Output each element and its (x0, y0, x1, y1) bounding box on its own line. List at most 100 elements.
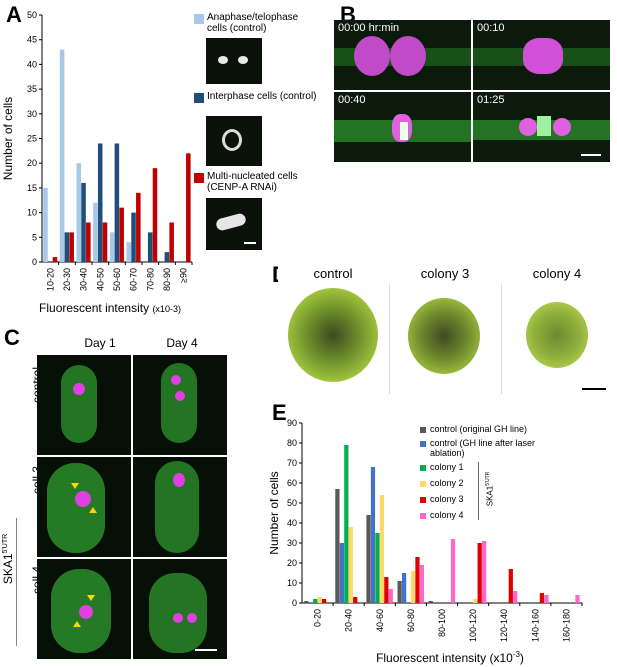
legend-a-swatch-3 (194, 173, 204, 183)
legend-a-label-1: Anaphase/telophase cells (control) (207, 12, 299, 34)
legend-e-swatch-3 (420, 465, 426, 471)
e-bar (397, 581, 402, 603)
a-y-axis-label: Number of cells (1, 97, 15, 180)
e-y-tick-label: 30 (287, 538, 297, 548)
legend-e-label-3: colony 1 (430, 462, 464, 472)
e-bar (388, 589, 393, 603)
a-bar (97, 143, 103, 262)
legend-e-label-5: colony 3 (430, 494, 464, 504)
a-y-tick-label: 10 (27, 208, 37, 218)
a-x-tick-label: 40-50 (95, 268, 105, 291)
panel-d-colonies: control colony 3 colony 4 (278, 266, 610, 396)
timestamp-3: 00:40 (338, 94, 366, 106)
image-cell4-day1 (37, 559, 131, 659)
timelapse-frame-1: 00:00 hr:min (334, 20, 471, 90)
scale-bar-b (581, 154, 601, 156)
legend-e-swatch-1 (420, 427, 426, 433)
e-bar (317, 597, 322, 603)
a-bar (43, 187, 48, 262)
legend-e-swatch-5 (420, 497, 426, 503)
a-y-tick-label: 15 (27, 183, 37, 193)
e-y-tick-label: 20 (287, 558, 297, 568)
chart-e: 0 10 20 30 40 50 60 70 80 90 0-20 20-40 40-60 60-80 80… (270, 418, 583, 665)
a-y-tick-label: 35 (27, 84, 37, 94)
a-x-tick-label: 70-80 (145, 268, 155, 291)
e-bar (575, 595, 580, 603)
legend-a-label-3: Multi-nucleated cells (CENP-A RNAi) (207, 171, 298, 193)
e-x-tick-label: 60-80 (406, 609, 416, 632)
e-bar (450, 539, 456, 603)
a-bar (114, 143, 120, 262)
legend-e-bracket-label: SKA15'UTR (485, 471, 495, 507)
chart-a: 0 5 10 15 20 25 30 35 40 45 50 10-20 20-30 30-40 40-50… (1, 10, 193, 315)
e-bar (313, 599, 318, 603)
e-bar (410, 571, 416, 603)
e-bar (370, 467, 376, 603)
a-x-tick-label: 80-90 (162, 268, 172, 291)
timestamp-1: 00:00 hr:min (338, 22, 400, 34)
timelapse-frame-4: 01:25 (473, 92, 610, 162)
a-bar (109, 232, 115, 262)
e-bar (415, 557, 420, 603)
a-y-tick-label: 30 (27, 109, 37, 119)
e-x-tick-label: 0-20 (313, 609, 323, 627)
e-bar (375, 533, 380, 603)
a-x-tick-label: 20-30 (62, 268, 72, 291)
a-bar (136, 192, 141, 262)
e-x-axis-label: Fluorescent intensity (x10-3) (376, 650, 524, 665)
timelapse-frame-3: 00:40 (334, 92, 471, 162)
legend-e-bracket (478, 462, 479, 520)
e-bar (348, 527, 353, 603)
colony-control (288, 288, 378, 382)
a-x-tick-label: 30-40 (79, 268, 89, 291)
a-bar (186, 153, 191, 262)
e-bar (304, 601, 309, 603)
colony-label-4: colony 4 (532, 266, 582, 281)
a-bar (169, 222, 174, 262)
colony-label-control: control (313, 266, 353, 281)
e-bar (428, 601, 433, 603)
a-y-tick-label: 40 (27, 59, 37, 69)
e-bar (379, 495, 385, 603)
thumbnail-interphase (206, 116, 262, 166)
a-bar (119, 207, 124, 262)
legend-e-label-1: control (original GH line) (430, 424, 528, 434)
panel-label-c: C (4, 325, 20, 350)
e-bar (335, 489, 340, 603)
e-bar (508, 569, 513, 603)
e-x-tick-label: 100-120 (468, 609, 478, 642)
legend-e-label-4: colony 2 (430, 478, 464, 488)
panel-b-timelapse: 00:00 hr:min 00:10 00:40 01:25 (334, 20, 610, 162)
image-control-day1 (37, 355, 131, 455)
thumbnail-anaphase (206, 38, 262, 84)
panel-c-images (37, 355, 227, 665)
a-bar (59, 49, 65, 262)
a-x-tick-label: ≥90 (179, 268, 189, 283)
legend-e-swatch-4 (420, 481, 426, 487)
e-bar (544, 595, 549, 603)
a-bar (164, 252, 170, 262)
e-bar (401, 573, 407, 603)
e-x-tick-label: 160-180 (561, 609, 571, 642)
timelapse-frame-2: 00:10 (473, 20, 610, 90)
thumbnail-multinucleated (206, 198, 262, 250)
a-bar (86, 222, 91, 262)
timestamp-2: 00:10 (477, 22, 505, 34)
e-bar (366, 515, 371, 603)
a-bar (126, 242, 132, 262)
legend-e-swatch-2 (420, 441, 426, 447)
a-x-tick-label: 60-70 (129, 268, 139, 291)
legend-a-swatch-1 (194, 14, 204, 24)
e-bar (473, 599, 478, 603)
a-y-tick-label: 45 (27, 35, 37, 45)
e-bar (482, 541, 487, 603)
a-x-tick-label: 50-60 (112, 268, 122, 291)
image-cell3-day1 (37, 457, 131, 557)
a-bar (64, 232, 70, 262)
scale-bar-c (195, 649, 217, 651)
e-bar (353, 597, 358, 603)
legend-e-label-6: colony 4 (430, 510, 464, 520)
a-x-axis-label: Fluorescent intensity (x10-3) (39, 301, 181, 315)
a-bar (81, 182, 86, 262)
a-bar (76, 163, 82, 262)
